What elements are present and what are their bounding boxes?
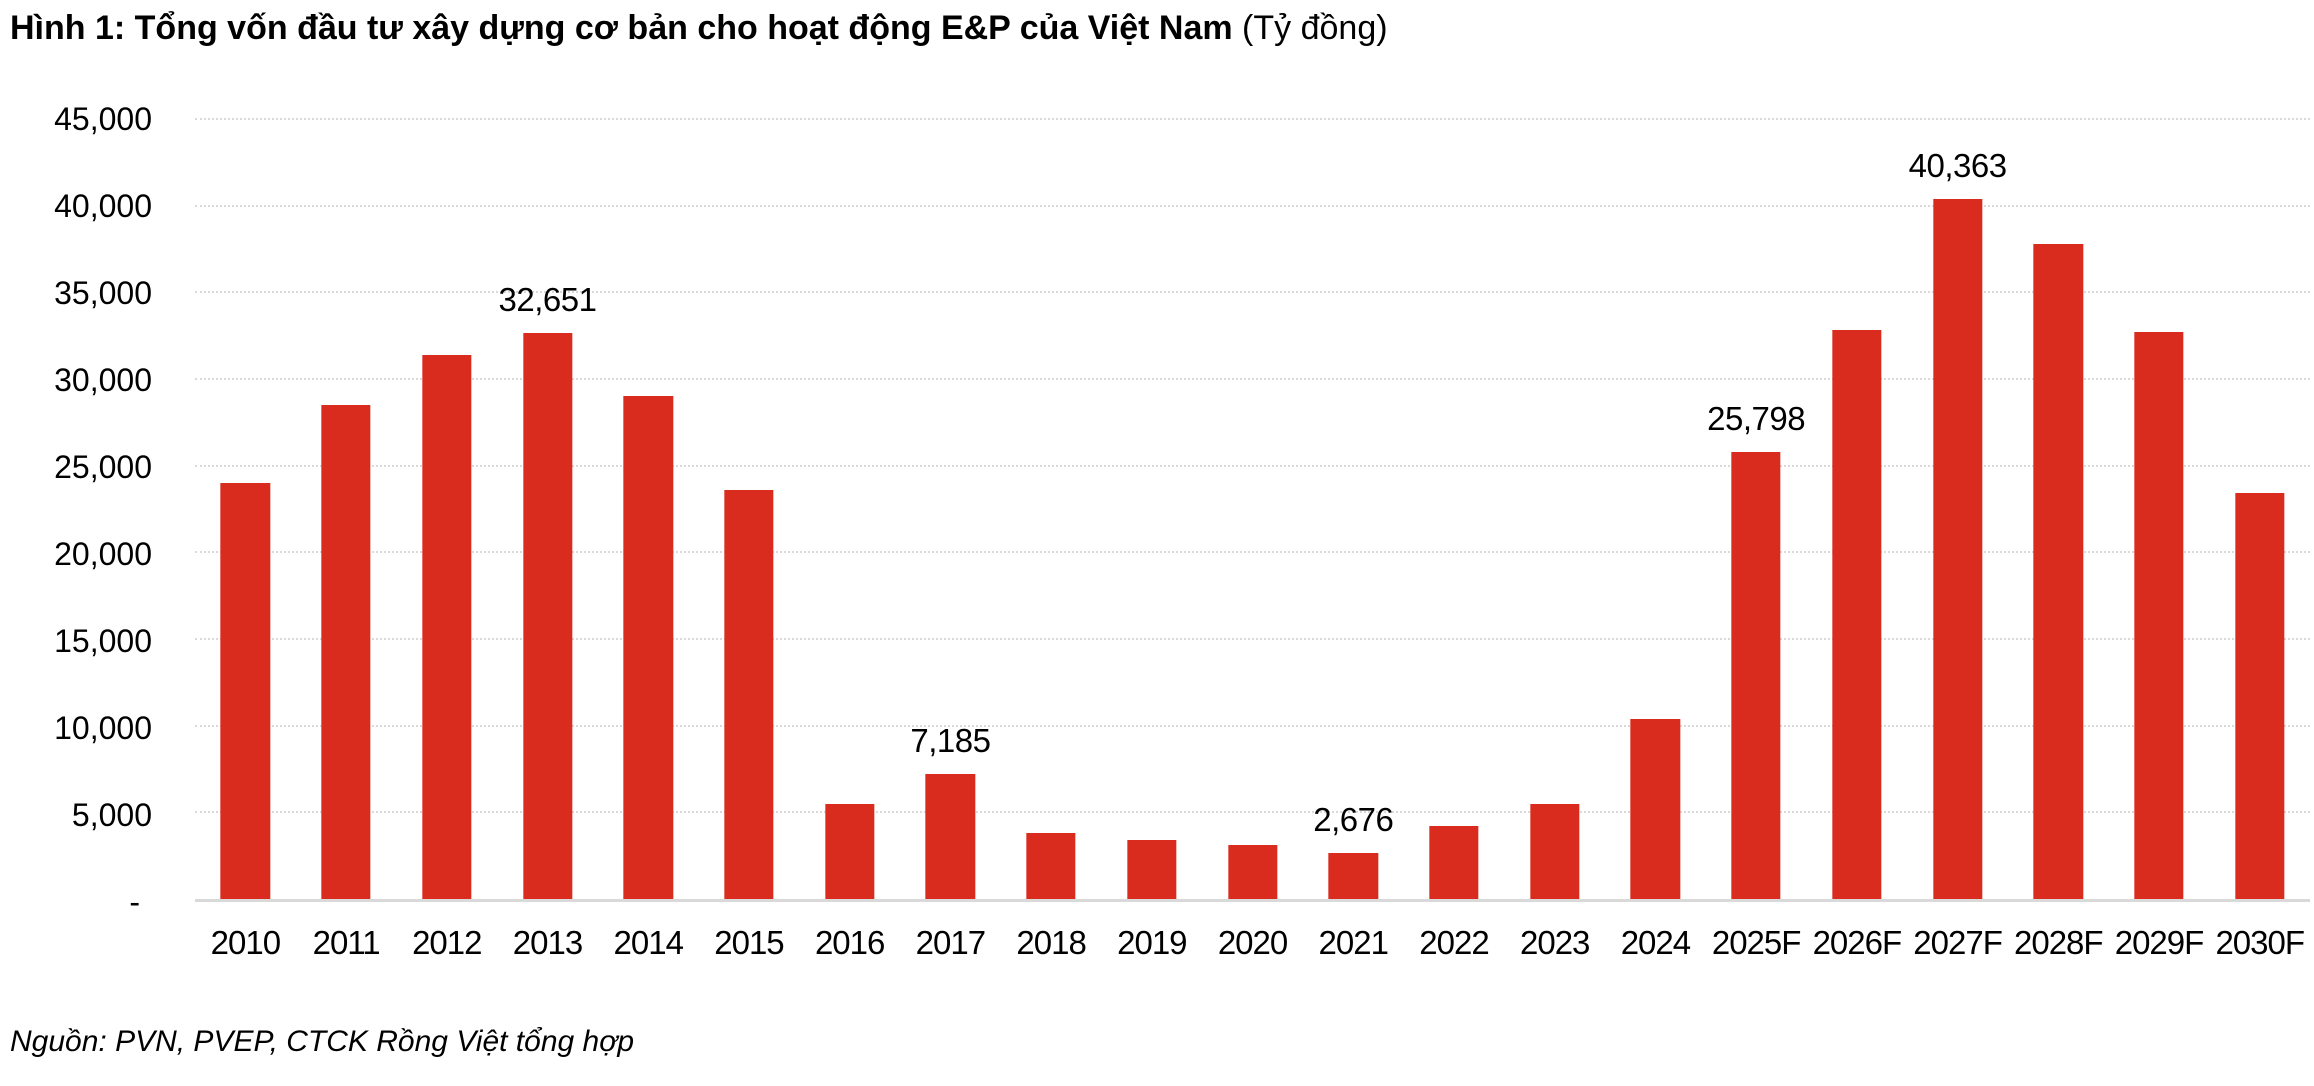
gridline [195, 724, 2310, 727]
bar-slot-2026F [1807, 119, 1908, 899]
bar-2029F [2134, 332, 2184, 899]
bar-slot-2021: 2,676 [1303, 119, 1404, 899]
data-label-2025F: 25,798 [1707, 399, 1806, 437]
x-tick-label-2012: 2012 [412, 924, 482, 961]
x-tick-label-2010: 2010 [210, 924, 281, 961]
data-label-2021: 2,676 [1313, 800, 1394, 838]
x-tick-label-2027F: 2027F [1913, 924, 2003, 961]
bar-2020 [1227, 845, 1278, 899]
x-tick-label-2013: 2013 [512, 924, 583, 961]
bar-2019 [1127, 840, 1177, 899]
chart-title-text: Hình 1: Tổng vốn đầu tư xây dựng cơ bản … [10, 9, 1233, 47]
y-tick-label: 20,000 [54, 536, 152, 572]
bar-2016 [825, 803, 875, 899]
gridline [195, 291, 2310, 294]
y-tick-label: 40,000 [54, 188, 152, 224]
bar-2010 [220, 483, 271, 899]
bar-series: 32,651 7,185 2,676 25,798 40,363 [195, 119, 2310, 899]
gridline [195, 204, 2310, 207]
x-tick-label-2026F: 2026F [1812, 924, 1903, 961]
x-tick-label-2023: 2023 [1519, 924, 1590, 961]
bar-2030F [2235, 493, 2285, 899]
bar-slot-2010 [195, 119, 296, 899]
gridline [195, 464, 2310, 467]
gridline [195, 638, 2310, 641]
bar-2028F [2033, 243, 2083, 899]
bar-2022 [1429, 826, 1479, 899]
bar-slot-2017: 7,185 [900, 119, 1001, 899]
y-tick-label: 45,000 [54, 101, 152, 137]
x-axis-labels: 2010 2011 2012 2013 2014 2015 2016 2017 2018 2019… [195, 922, 2310, 964]
chart-title-unit: (Tỷ đồng) [1232, 9, 1388, 47]
bar-slot-2011 [296, 119, 397, 899]
x-tick-label-2019: 2019 [1117, 924, 1187, 961]
x-tick-label-2024: 2024 [1620, 924, 1691, 961]
data-label-2027F: 40,363 [1908, 147, 2007, 185]
bar-slot-2027F: 40,363 [1907, 119, 2008, 899]
data-label-2017: 7,185 [910, 722, 991, 760]
chart-title: Hình 1: Tổng vốn đầu tư xây dựng cơ bản … [10, 4, 1388, 52]
bar-slot-2022 [1404, 119, 1505, 899]
bar-2024 [1630, 718, 1681, 899]
bar-slot-2019 [1101, 119, 1202, 899]
bar-slot-2015 [699, 119, 800, 899]
bar-slot-2014 [598, 119, 699, 899]
bar-slot-2025F: 25,798 [1706, 119, 1807, 899]
plot-area: 32,651 7,185 2,676 25,798 40,363 [195, 118, 2310, 902]
x-tick-label-2016: 2016 [814, 924, 885, 961]
bar-slot-2016 [799, 119, 900, 899]
bar-2017 [925, 774, 976, 899]
source-note: Nguồn: PVN, PVEP, CTCK Rồng Việt tổng hợ… [10, 1025, 635, 1058]
bar-slot-2029F [2109, 119, 2210, 899]
x-tick-label-2022: 2022 [1419, 924, 1489, 961]
gridline [195, 118, 2310, 120]
bar-slot-2030F [2209, 119, 2310, 899]
x-tick-label-2025F: 2025F [1711, 924, 1802, 961]
bar-2027F [1932, 199, 1983, 899]
bar-2023 [1530, 803, 1580, 899]
y-tick-label: 5,000 [71, 797, 152, 833]
bar-2026F [1832, 330, 1882, 899]
x-tick-label-2020: 2020 [1217, 924, 1288, 961]
bar-slot-2023 [1504, 119, 1605, 899]
data-label-2013: 32,651 [498, 281, 597, 319]
bar-2013 [522, 333, 573, 899]
x-tick-label-2011: 2011 [312, 924, 381, 961]
y-axis: 45,000 40,000 35,000 30,000 25,000 20,000 15,0… [0, 101, 152, 920]
bar-slot-2024 [1605, 119, 1706, 899]
x-tick-label-2028F: 2028F [2014, 924, 2104, 961]
x-tick-label-2014: 2014 [613, 924, 684, 961]
bar-2021 [1328, 852, 1378, 899]
y-tick-label: 30,000 [54, 361, 152, 398]
y-tick-label: - [129, 884, 140, 920]
bar-2018 [1026, 833, 1076, 899]
bar-slot-2013: 32,651 [497, 119, 598, 899]
bar-2014 [623, 396, 673, 899]
y-tick-label: 25,000 [54, 449, 152, 485]
bar-slot-2020 [1202, 119, 1303, 899]
bar-2015 [724, 489, 774, 899]
x-tick-label-2018: 2018 [1016, 924, 1086, 961]
x-tick-label-2029F: 2029F [2114, 924, 2205, 961]
x-tick-label-2030F: 2030F [2215, 924, 2305, 961]
bar-2025F [1731, 451, 1781, 899]
x-tick-label-2015: 2015 [714, 924, 784, 961]
bar-2011 [321, 405, 371, 899]
y-tick-label: 35,000 [54, 275, 152, 311]
gridline [195, 551, 2310, 554]
bar-2012 [422, 354, 472, 899]
bar-slot-2012 [396, 119, 497, 899]
x-tick-label-2017: 2017 [915, 924, 986, 961]
bar-slot-2018 [1001, 119, 1102, 899]
gridline [195, 811, 2310, 814]
gridline [195, 378, 2310, 381]
y-tick-label: 10,000 [54, 710, 152, 746]
x-tick-label-2021: 2021 [1318, 924, 1389, 961]
bar-slot-2028F [2008, 119, 2109, 899]
y-tick-label: 15,000 [54, 622, 152, 659]
